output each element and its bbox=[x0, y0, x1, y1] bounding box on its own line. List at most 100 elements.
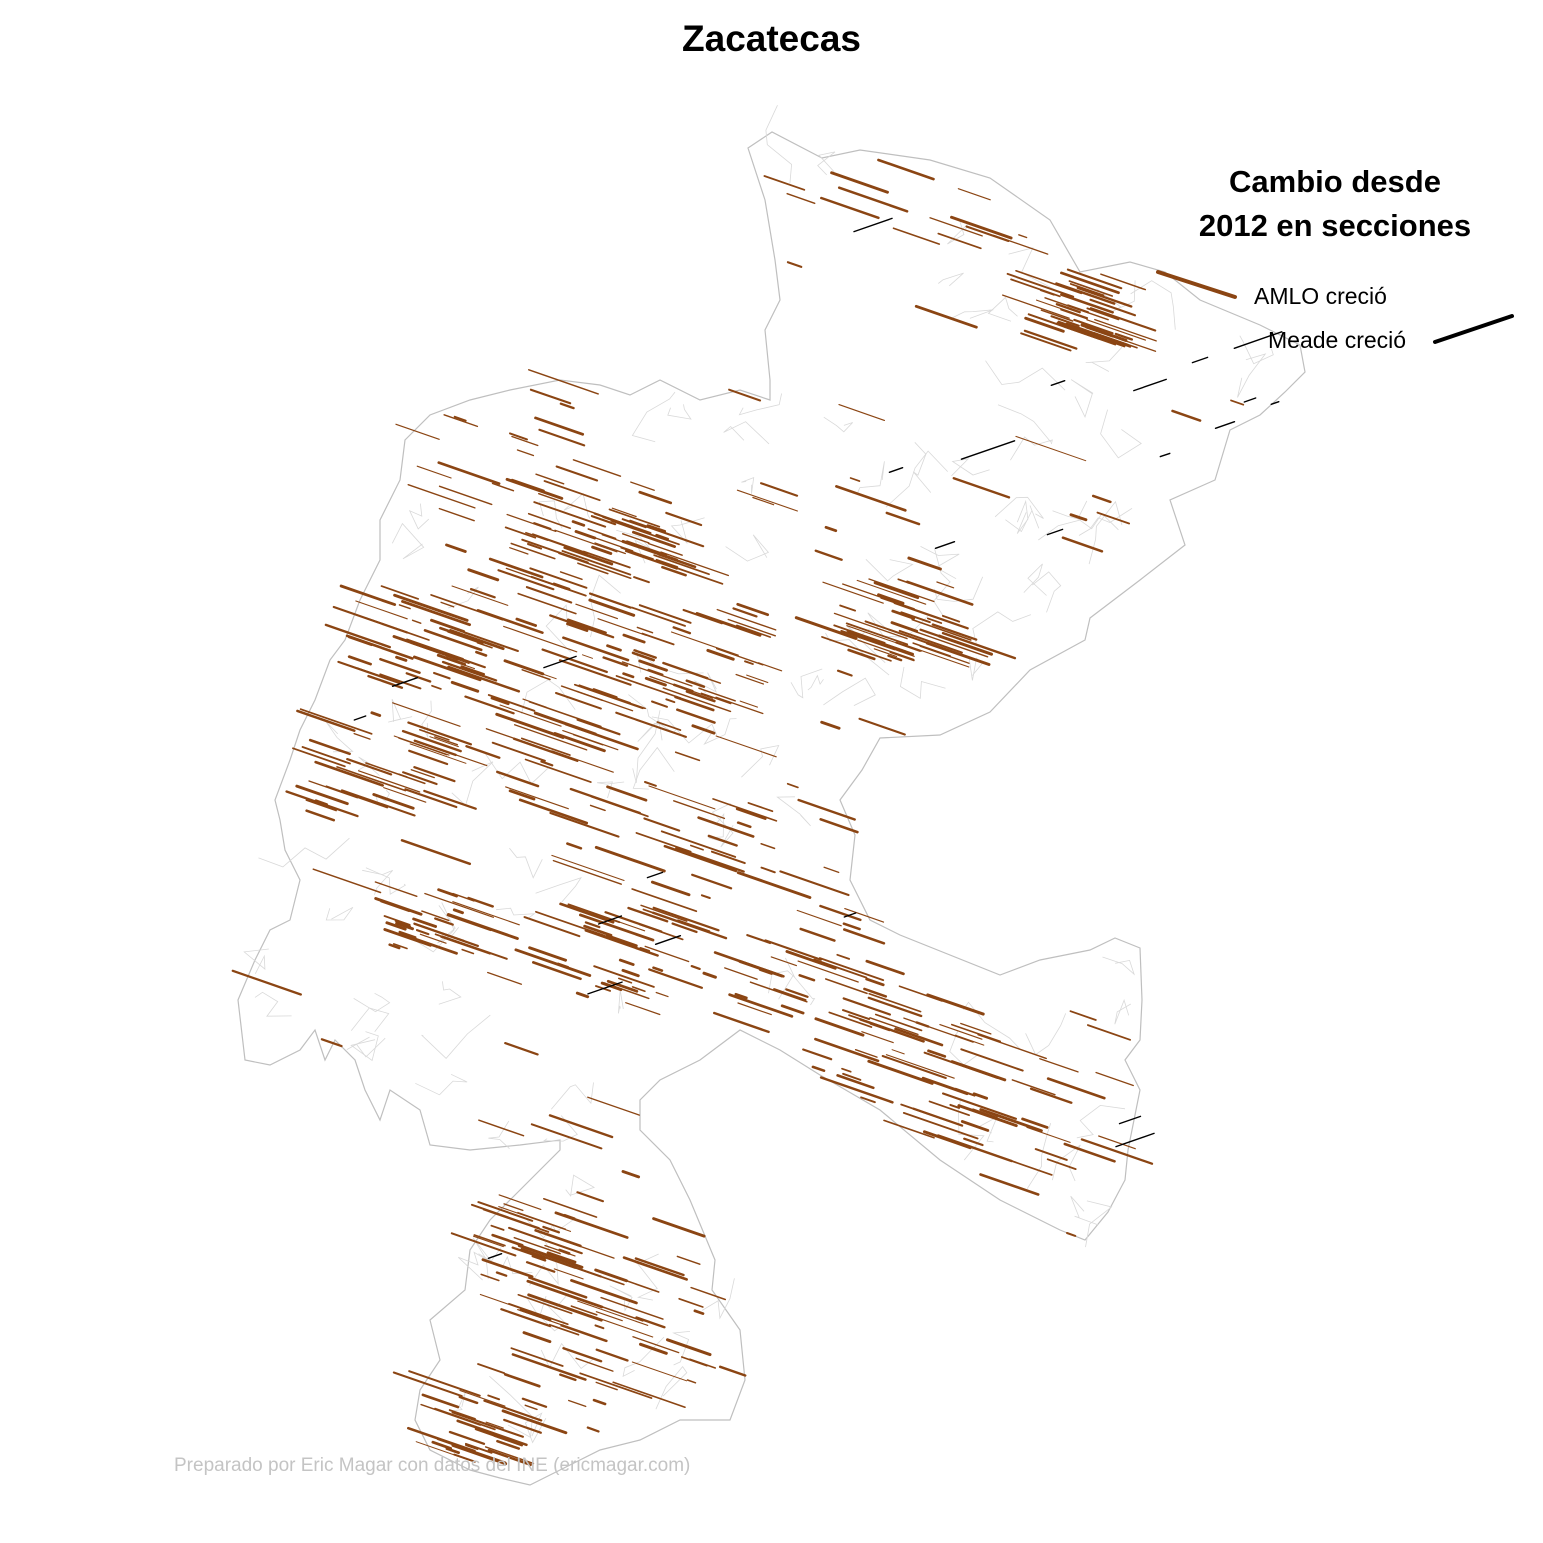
amlo-arrow bbox=[491, 482, 515, 492]
amlo-arrow bbox=[763, 175, 806, 191]
amlo-arrow bbox=[470, 1203, 540, 1229]
amlo-arrow bbox=[437, 888, 459, 898]
amlo-arrow bbox=[1096, 511, 1131, 525]
amlo-arrow bbox=[821, 636, 892, 662]
municipal-border bbox=[1114, 998, 1132, 1025]
amlo-arrow bbox=[463, 631, 519, 652]
amlo-arrow bbox=[383, 915, 411, 926]
amlo-arrow bbox=[1039, 289, 1055, 296]
amlo-arrow bbox=[1020, 332, 1072, 352]
municipal-border bbox=[258, 837, 350, 868]
amlo-arrow bbox=[575, 991, 590, 999]
amlo-arrow bbox=[676, 1255, 701, 1265]
amlo-arrow bbox=[695, 612, 762, 637]
amlo-arrow bbox=[639, 947, 651, 953]
amlo-arrow bbox=[562, 1346, 603, 1363]
amlo-arrow bbox=[546, 1251, 577, 1264]
amlo-arrow bbox=[576, 1191, 605, 1203]
amlo-arrow bbox=[921, 1076, 969, 1096]
amlo-arrow bbox=[698, 687, 736, 702]
amlo-arrow bbox=[648, 968, 704, 989]
amlo-arrow bbox=[593, 965, 655, 988]
amlo-arrow bbox=[1034, 1148, 1068, 1161]
amlo-arrow bbox=[928, 1100, 970, 1117]
legend-meade-label: Meade creció bbox=[1268, 327, 1407, 353]
municipal-border bbox=[421, 1014, 491, 1059]
amlo-arrow bbox=[764, 939, 823, 961]
municipal-border bbox=[632, 746, 675, 790]
amlo-arrow bbox=[348, 664, 377, 676]
amlo-arrow bbox=[635, 1316, 666, 1329]
amlo-arrow bbox=[903, 1017, 974, 1043]
amlo-arrow bbox=[1066, 268, 1123, 290]
amlo-arrow bbox=[914, 304, 978, 329]
amlo-arrow bbox=[533, 501, 607, 528]
amlo-arrow bbox=[638, 490, 673, 505]
amlo-arrow bbox=[823, 866, 840, 874]
amlo-arrow bbox=[393, 593, 469, 622]
amlo-arrow bbox=[402, 771, 438, 786]
amlo-arrow bbox=[660, 551, 730, 577]
amlo-arrow bbox=[797, 798, 856, 821]
amlo-arrow bbox=[408, 749, 449, 766]
amlo-arrow bbox=[1029, 1087, 1073, 1104]
amlo-arrow bbox=[535, 910, 606, 937]
amlo-arrow bbox=[442, 657, 476, 670]
municipal-border bbox=[997, 404, 1052, 443]
amlo-arrow bbox=[655, 991, 669, 998]
amlo-arrow bbox=[383, 787, 427, 803]
amlo-arrow bbox=[555, 692, 602, 710]
municipal-border bbox=[438, 981, 462, 1005]
municipal-border bbox=[353, 992, 391, 1013]
amlo-arrow bbox=[535, 671, 557, 680]
amlo-arrow bbox=[314, 799, 328, 806]
amlo-arrow bbox=[773, 988, 807, 1002]
municipal-border bbox=[934, 576, 984, 602]
amlo-arrow bbox=[543, 480, 601, 502]
legend-amlo-arrow bbox=[1156, 270, 1237, 299]
amlo-arrow bbox=[533, 711, 597, 736]
amlo-arrow bbox=[622, 533, 650, 544]
amlo-arrow bbox=[929, 217, 983, 237]
amlo-arrow bbox=[837, 186, 909, 213]
amlo-arrow bbox=[575, 603, 619, 620]
amlo-arrow bbox=[511, 435, 539, 447]
amlo-arrow bbox=[1063, 1142, 1116, 1163]
amlo-arrow bbox=[398, 773, 408, 778]
amlo-arrow bbox=[346, 757, 393, 776]
amlo-arrow bbox=[729, 652, 764, 666]
amlo-arrow bbox=[370, 711, 382, 717]
amlo-arrow bbox=[972, 1092, 989, 1100]
meade-arrow bbox=[853, 217, 893, 233]
amlo-arrow bbox=[553, 1268, 584, 1280]
amlo-arrow bbox=[794, 616, 858, 640]
amlo-arrow bbox=[814, 1017, 865, 1037]
amlo-arrow bbox=[706, 648, 735, 661]
amlo-arrow bbox=[566, 622, 589, 632]
municipal-border bbox=[509, 847, 543, 879]
legend-amlo-label: AMLO creció bbox=[1254, 283, 1387, 309]
municipal-border bbox=[325, 906, 354, 921]
amlo-arrow bbox=[465, 745, 501, 759]
meade-arrow bbox=[1214, 421, 1236, 429]
amlo-arrow bbox=[617, 977, 633, 984]
amlo-arrow bbox=[566, 842, 583, 850]
amlo-arrow bbox=[718, 1365, 747, 1377]
amlo-arrow bbox=[406, 1426, 476, 1453]
amlo-arrow bbox=[715, 647, 731, 654]
amlo-arrow bbox=[587, 528, 617, 540]
amlo-arrow bbox=[358, 770, 421, 793]
amlo-arrow bbox=[417, 741, 488, 767]
municipal-border bbox=[1078, 507, 1133, 536]
meade-arrow bbox=[597, 915, 623, 925]
amlo-arrow bbox=[595, 1381, 618, 1391]
amlo-arrow bbox=[1057, 320, 1132, 348]
amlo-arrow bbox=[1055, 303, 1081, 314]
amlo-arrow bbox=[495, 1271, 508, 1277]
amlo-arrow bbox=[478, 1119, 525, 1137]
amlo-arrow bbox=[674, 751, 701, 762]
amlo-arrow bbox=[744, 660, 754, 665]
municipal-border bbox=[1038, 510, 1083, 541]
amlo-arrow bbox=[873, 581, 920, 600]
meade-arrow bbox=[1270, 401, 1280, 405]
